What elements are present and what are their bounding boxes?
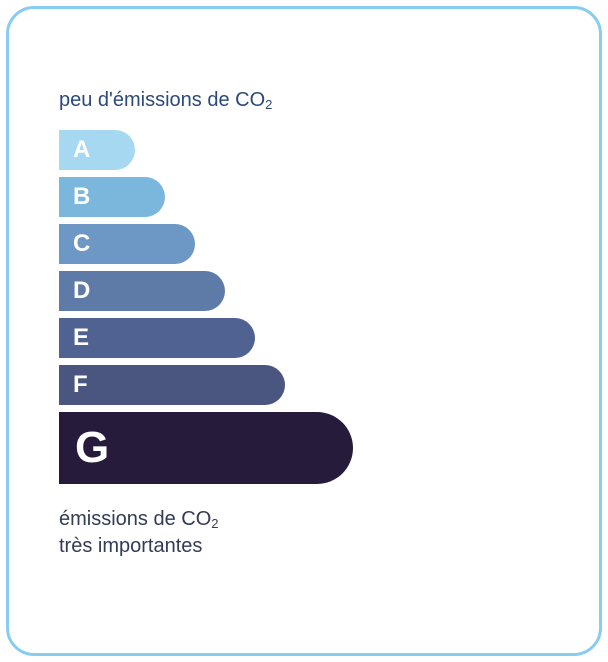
bottom-label: émissions de CO2 très importantes xyxy=(59,506,549,560)
top-label: peu d'émissions de CO2 xyxy=(59,89,549,112)
bar-letter: A xyxy=(73,136,90,164)
bar-letter: B xyxy=(73,183,90,211)
emissions-chart-card: peu d'émissions de CO2 ABCDEFG émissions… xyxy=(6,6,602,656)
bar-g: G xyxy=(59,412,353,484)
bar-c: C xyxy=(59,224,195,264)
bar-b: B xyxy=(59,177,165,217)
bar-e: E xyxy=(59,318,255,358)
bars-container: ABCDEFG xyxy=(59,130,549,484)
top-label-text: peu d'émissions de CO xyxy=(59,89,265,111)
bar-letter: G xyxy=(75,423,109,473)
bar-letter: D xyxy=(73,277,90,305)
bar-letter: E xyxy=(73,324,89,352)
bar-letter: F xyxy=(73,371,88,399)
bar-d: D xyxy=(59,271,225,311)
bottom-label-sub: 2 xyxy=(211,516,218,531)
bar-letter: C xyxy=(73,230,90,258)
bottom-label-line1: émissions de CO xyxy=(59,508,211,530)
top-label-sub: 2 xyxy=(265,97,272,112)
bar-f: F xyxy=(59,365,285,405)
bottom-label-line2: très importantes xyxy=(59,535,202,557)
bar-a: A xyxy=(59,130,135,170)
